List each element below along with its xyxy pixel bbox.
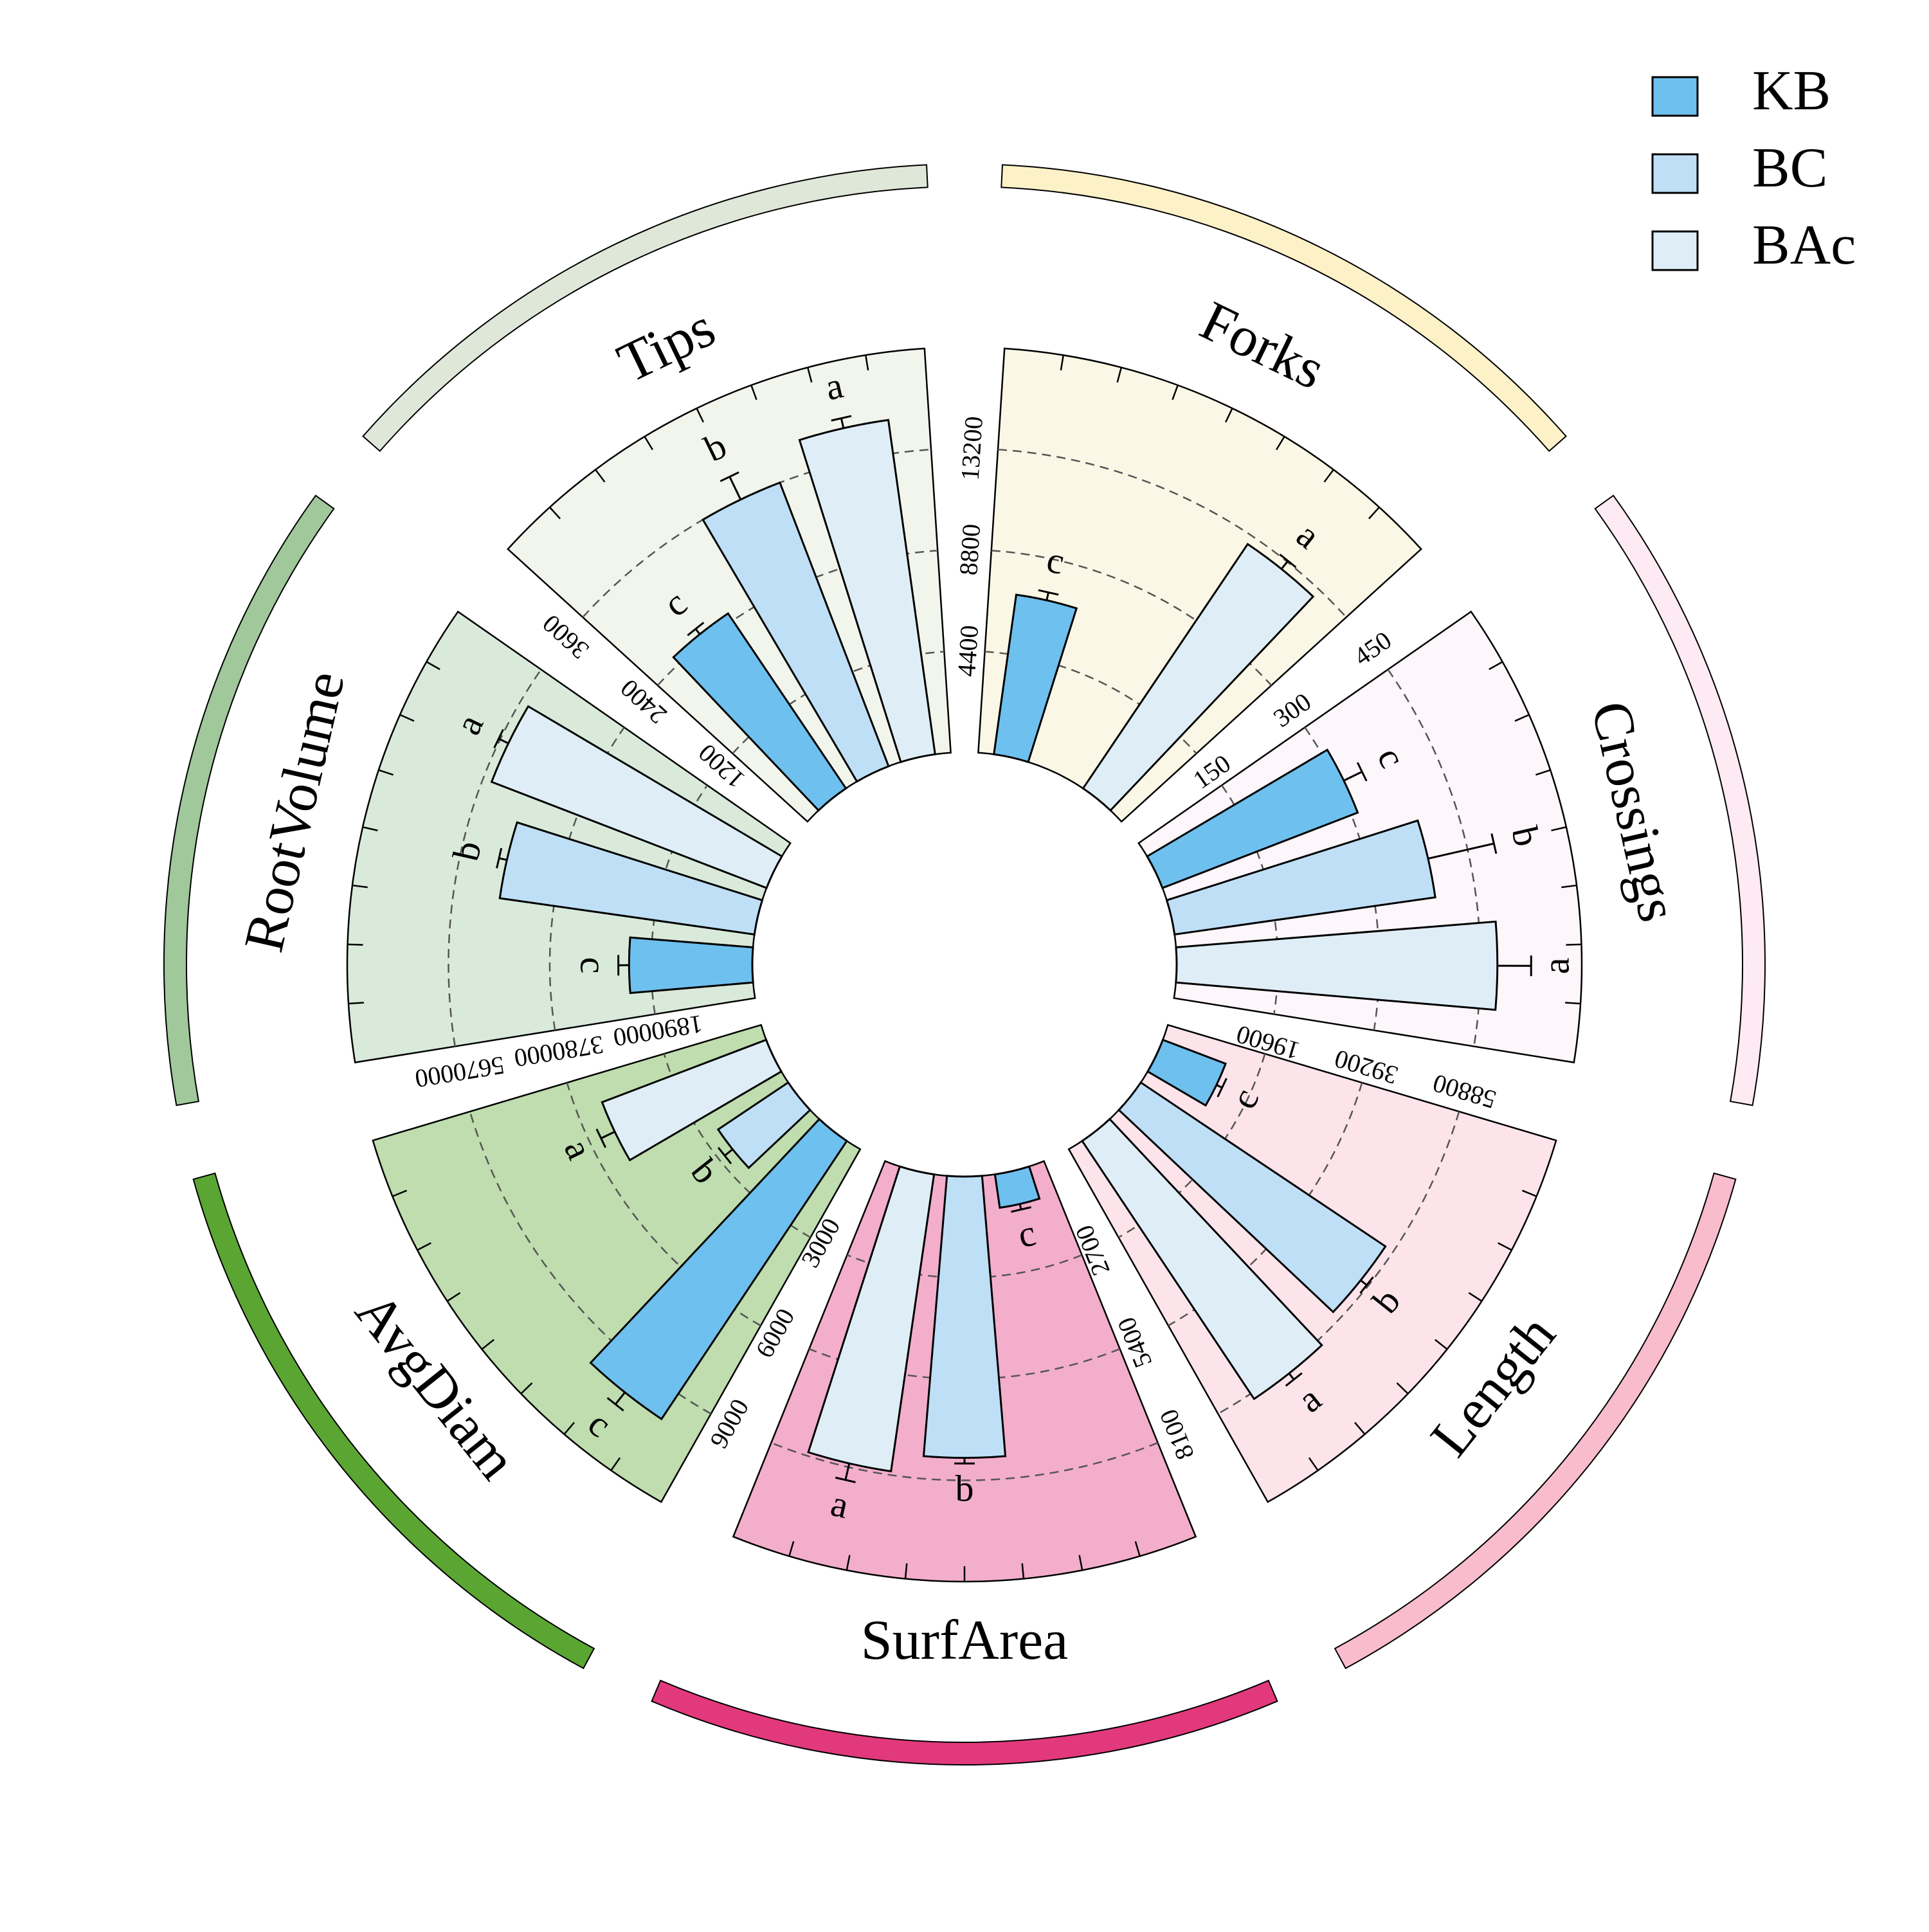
bar-rect [629,937,753,993]
legend-label: BAc [1752,214,1856,276]
sector-band [652,1681,1278,1765]
significance-letter: a [1535,957,1577,974]
legend-swatch [1653,231,1698,270]
legend-swatch [1653,154,1698,193]
significance-letter: b [955,1468,974,1510]
tick-label: 4400 [952,624,984,678]
sector-label: SurfArea [861,1609,1069,1672]
tick-mark [349,1002,364,1004]
legend-item-kb: KB [1653,60,1831,122]
significance-letter: c [572,957,614,973]
sector-label: RootVolume [233,665,357,957]
legend-label: BC [1752,137,1827,199]
tick-mark [1565,1002,1580,1004]
legend-item-bac: BAc [1653,214,1856,276]
sector-label: Tips [608,296,724,395]
sector-label: Forks [1191,289,1334,401]
tick-label: 13200 [955,415,988,482]
tick-mark [1566,944,1582,945]
tick-label: 8800 [954,523,986,576]
legend-swatch [1653,77,1698,116]
sector-label: Crossings [1579,696,1690,927]
legend: KB BC BAc [1653,60,1856,276]
legend-item-bc: BC [1653,137,1827,199]
tick-mark [348,944,363,945]
legend-label: KB [1752,60,1831,122]
tick-label: 3780000 [512,1030,605,1073]
tick-label: 450 [1348,626,1397,671]
tick-label: 5670000 [413,1051,506,1094]
